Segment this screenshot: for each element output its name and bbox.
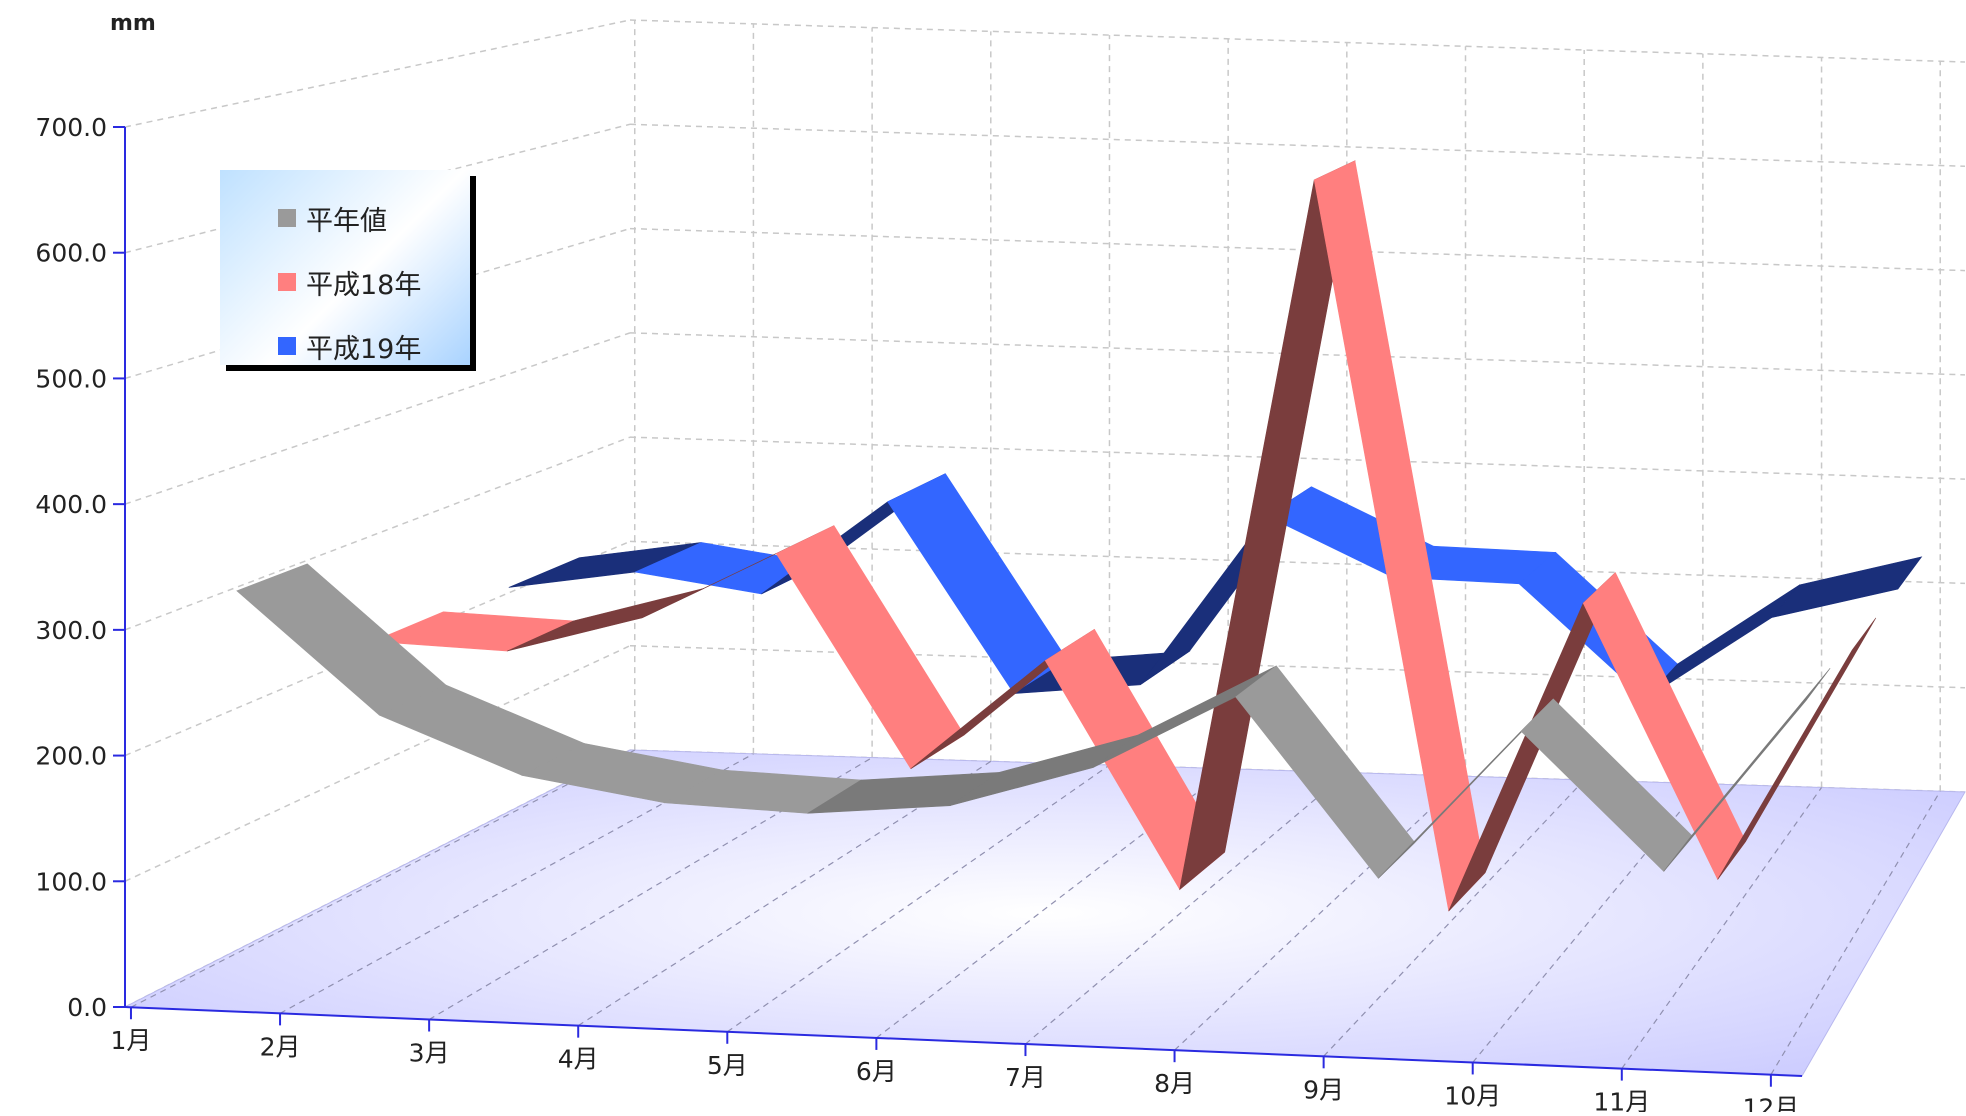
back-gridline [630,20,1965,62]
x-tick-label: 1月 [111,1026,152,1055]
legend-label-0: 平年値 [306,199,387,238]
side-gridline [125,437,630,630]
y-tick-label: 0.0 [67,993,107,1022]
legend-label-1: 平成18年 [306,263,421,302]
y-tick-label: 300.0 [35,616,107,645]
y-unit-label: mm [110,11,156,36]
legend: 平年値 平成18年 平成19年 [220,170,470,365]
x-tick-label: 5月 [707,1051,748,1080]
legend-item-2: 平成19年 [278,330,421,362]
x-tick-label: 4月 [558,1045,599,1074]
y-tick-label: 100.0 [35,867,107,896]
y-tick-label: 700.0 [35,113,107,142]
x-tick-label: 7月 [1005,1063,1046,1092]
x-tick-label: 3月 [409,1039,450,1068]
x-tick-label: 6月 [856,1057,897,1086]
legend-item-0: 平年値 [278,202,387,234]
x-tick-label: 2月 [260,1032,301,1061]
legend-swatch-2 [278,337,296,355]
back-gridline [630,124,1965,166]
y-tick-label: 500.0 [35,364,107,393]
series-segment [373,612,574,651]
legend-swatch-1 [278,273,296,291]
series-segment [1772,557,1922,618]
back-gridline [630,646,1965,688]
legend-item-1: 平成18年 [278,266,421,298]
legend-label-2: 平成19年 [306,327,421,366]
x-tick-label: 11月 [1593,1088,1650,1112]
side-gridline [125,20,630,127]
back-gridline [630,229,1965,271]
legend-swatch-0 [278,209,296,227]
x-tick-label: 12月 [1742,1094,1799,1112]
y-tick-label: 400.0 [35,490,107,519]
y-tick-label: 600.0 [35,239,107,268]
x-tick-label: 10月 [1444,1081,1501,1110]
y-tick-label: 200.0 [35,742,107,771]
x-tick-label: 8月 [1154,1069,1195,1098]
x-tick-label: 9月 [1303,1075,1344,1104]
